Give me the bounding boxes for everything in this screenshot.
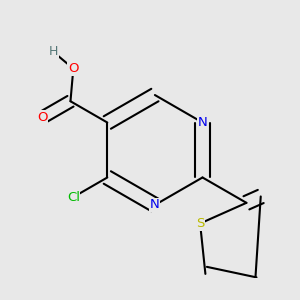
Text: O: O [68,62,79,75]
Text: O: O [37,111,47,124]
Text: N: N [150,199,160,212]
Text: H: H [49,45,58,58]
Text: N: N [198,116,207,129]
Text: Cl: Cl [67,190,80,204]
Text: S: S [196,217,204,230]
